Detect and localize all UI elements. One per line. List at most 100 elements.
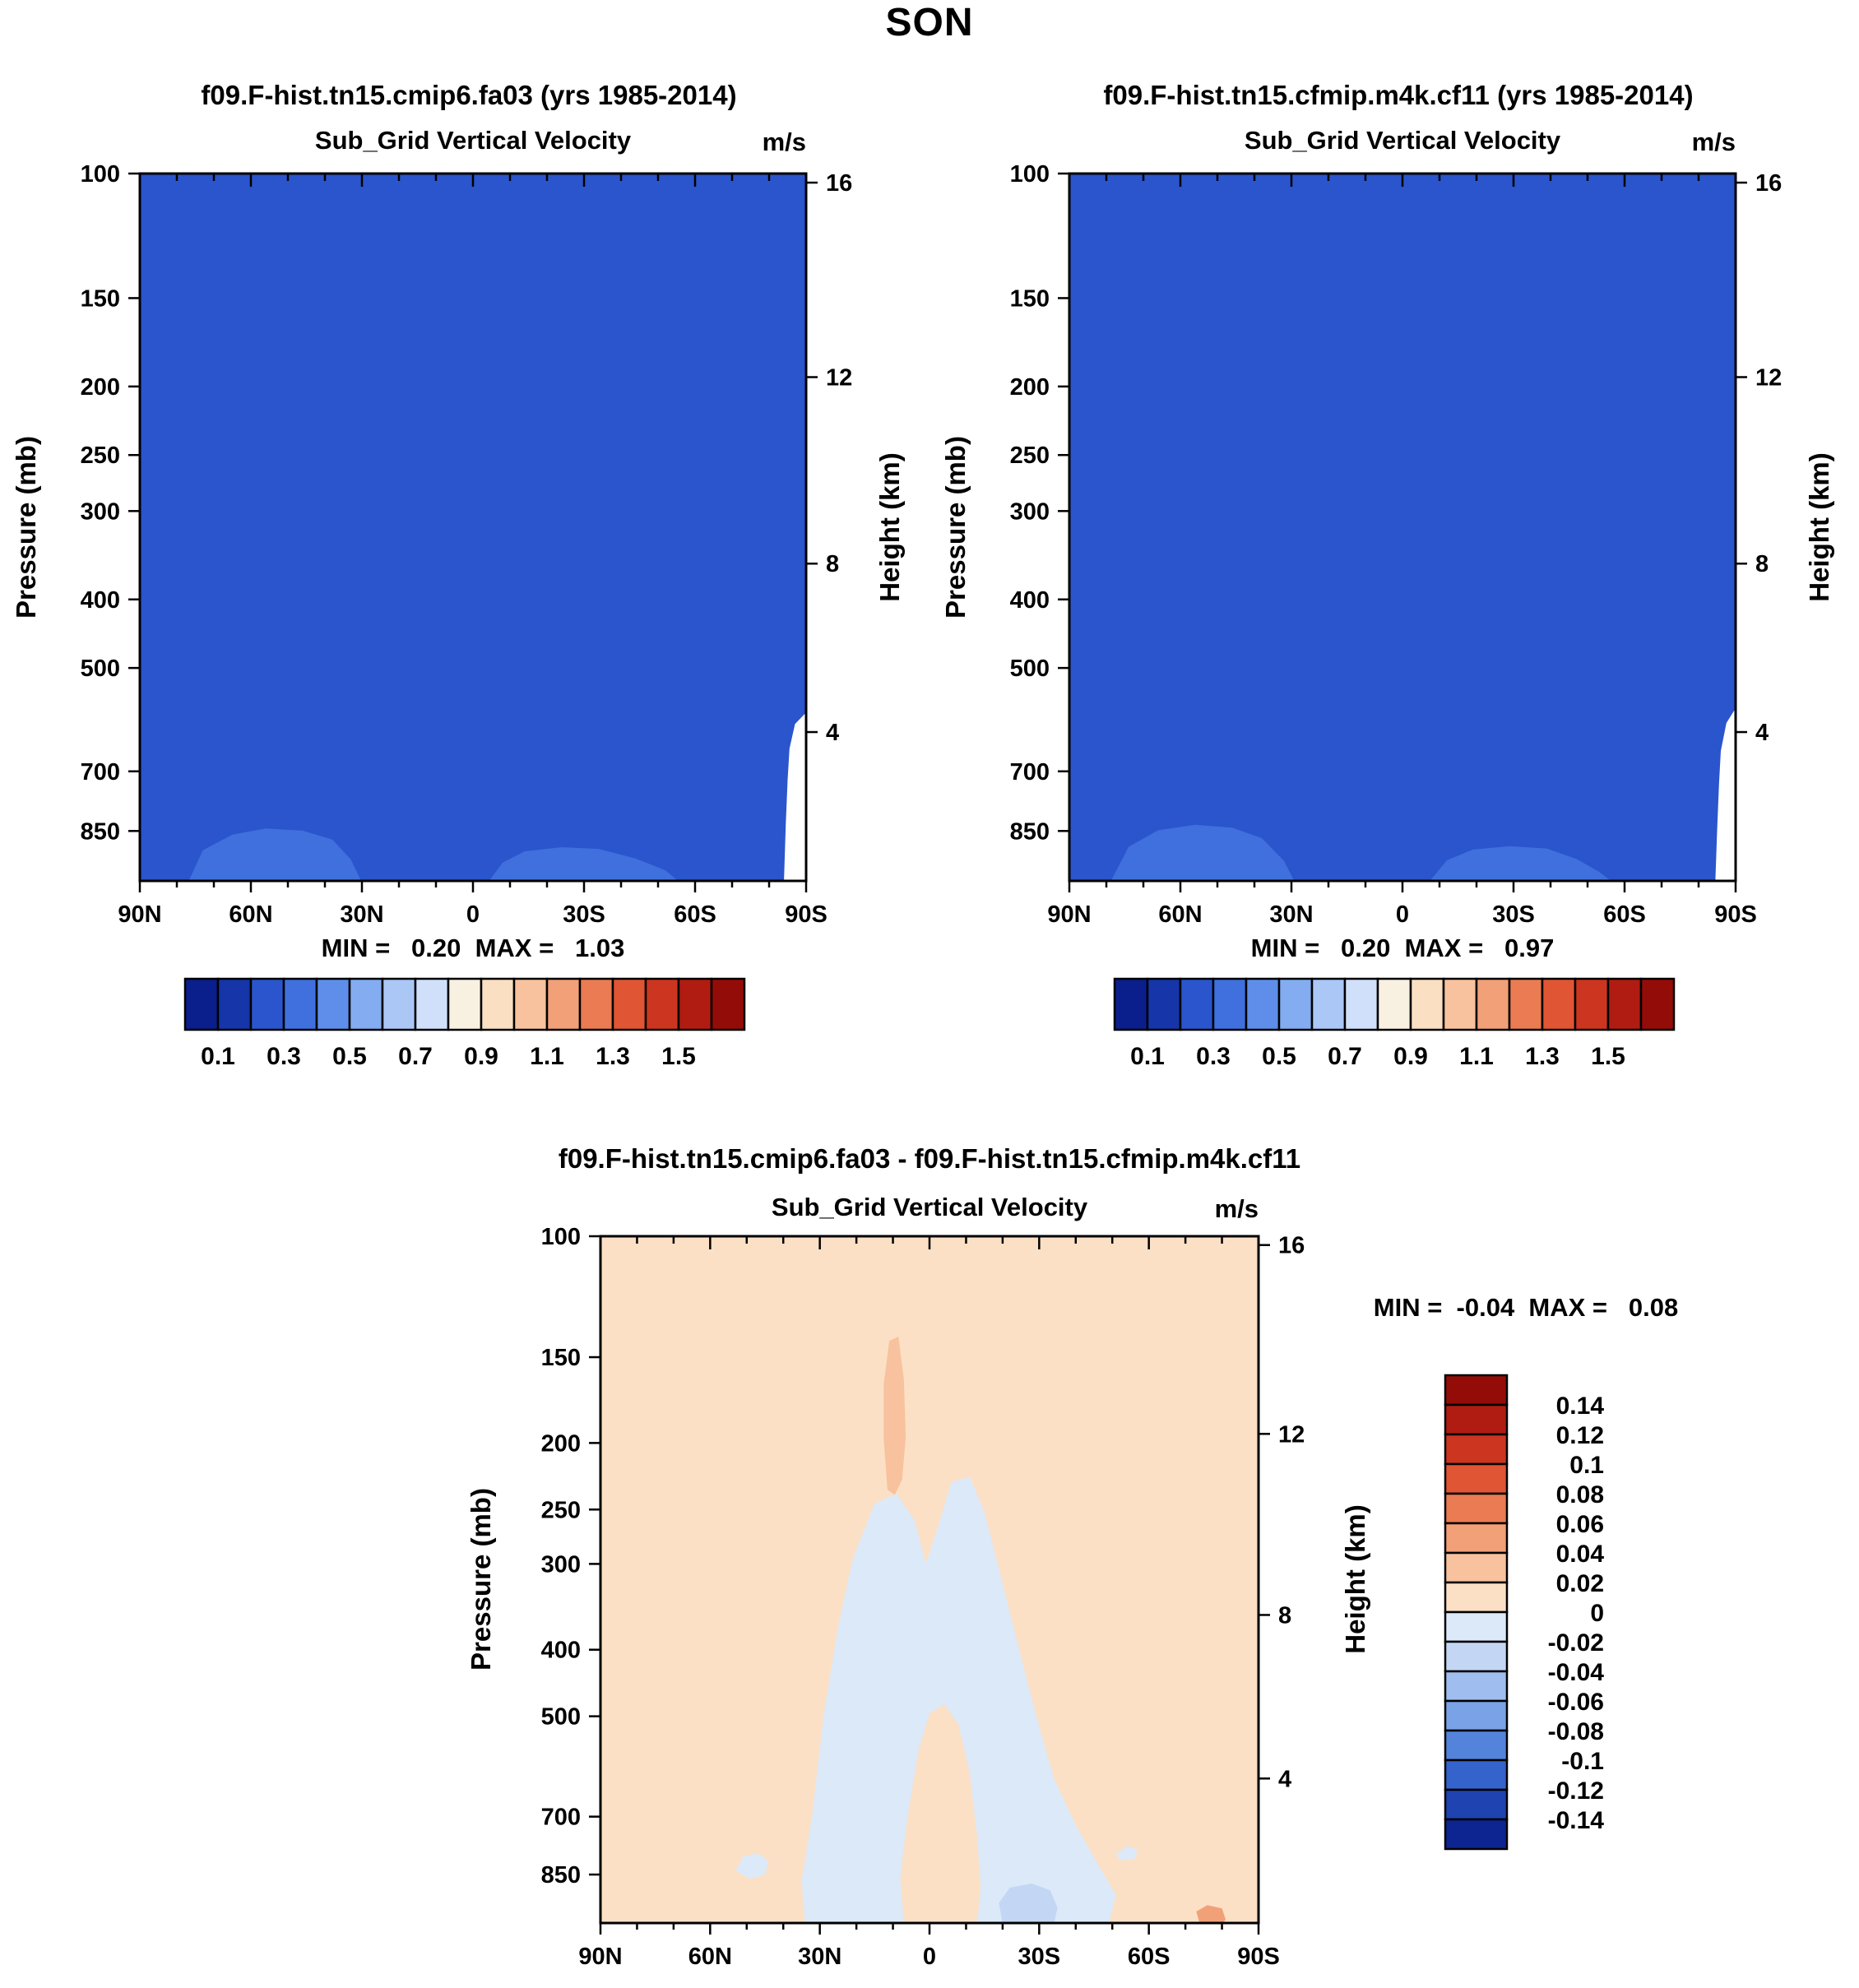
svg-text:500: 500 bbox=[1010, 656, 1050, 682]
svg-text:0.08: 0.08 bbox=[1556, 1481, 1604, 1508]
svg-text:300: 300 bbox=[541, 1551, 581, 1578]
svg-text:850: 850 bbox=[1010, 818, 1050, 845]
panel-a-units-label: m/s bbox=[762, 127, 806, 156]
svg-text:1.1: 1.1 bbox=[530, 1043, 564, 1070]
svg-text:150: 150 bbox=[81, 285, 120, 312]
panel-a-field-title: Sub_Grid Vertical Velocity bbox=[314, 126, 632, 155]
panel-diff-title: f09.F-hist.tn15.cmip6.fa03 - f09.F-hist.… bbox=[558, 1143, 1301, 1174]
panel-a-colorbar: 0.1 0.3 0.5 0.7 0.9 1.1 1.3 1.5 bbox=[183, 977, 746, 1070]
diff-region-lower-negative-patch bbox=[999, 1884, 1058, 1923]
left-region-pbl-north bbox=[188, 828, 361, 881]
svg-text:30S: 30S bbox=[1492, 901, 1535, 928]
svg-text:-0.1: -0.1 bbox=[1561, 1748, 1604, 1775]
right-base-fill bbox=[1069, 174, 1736, 881]
svg-text:0.06: 0.06 bbox=[1556, 1511, 1604, 1538]
svg-text:100: 100 bbox=[81, 161, 120, 188]
svg-text:60N: 60N bbox=[229, 901, 272, 928]
svg-text:30N: 30N bbox=[340, 901, 383, 928]
svg-text:700: 700 bbox=[541, 1805, 581, 1831]
svg-text:90N: 90N bbox=[578, 1944, 622, 1970]
svg-text:0.1: 0.1 bbox=[201, 1043, 235, 1070]
diff-region-negative-core bbox=[801, 1476, 1116, 1923]
svg-text:12: 12 bbox=[1755, 365, 1782, 392]
svg-text:-0.14: -0.14 bbox=[1548, 1807, 1605, 1834]
left-region-antarctic-gap bbox=[784, 712, 806, 881]
svg-text:250: 250 bbox=[1010, 443, 1050, 469]
panel-b-colorbar: 0.1 0.3 0.5 0.7 0.9 1.1 1.3 1.5 bbox=[1113, 977, 1676, 1070]
panel-diff-colorbar: 0.140.12 0.10.08 0.06 0.040.02 0-0.02-0.04 -0… bbox=[1444, 1374, 1605, 1851]
svg-text:4: 4 bbox=[1755, 720, 1769, 746]
svg-text:8: 8 bbox=[826, 551, 839, 577]
svg-text:60N: 60N bbox=[1158, 901, 1202, 928]
svg-text:0.02: 0.02 bbox=[1556, 1570, 1604, 1597]
panel-model-a: f09.F-hist.tn15.cmip6.fa03 (yrs 1985-201… bbox=[0, 45, 930, 1139]
svg-text:30S: 30S bbox=[563, 901, 605, 928]
diff-region-upper-positive-streak bbox=[883, 1337, 906, 1495]
svg-text:1.1: 1.1 bbox=[1459, 1043, 1494, 1070]
svg-text:300: 300 bbox=[81, 498, 120, 525]
diff-region-north-midlat-negative-spot bbox=[735, 1853, 769, 1879]
svg-text:60S: 60S bbox=[674, 901, 716, 928]
right-region-antarctic-gap bbox=[1715, 708, 1736, 881]
panel-diff-minmax: MIN = -0.04 MAX = 0.08 bbox=[1373, 1293, 1679, 1322]
svg-text:850: 850 bbox=[541, 1862, 581, 1888]
panel-a-minmax: MIN = 0.20 MAX = 1.03 bbox=[321, 934, 625, 962]
svg-text:0: 0 bbox=[1396, 901, 1409, 928]
svg-text:30S: 30S bbox=[1018, 1944, 1061, 1970]
svg-text:1.3: 1.3 bbox=[596, 1043, 630, 1070]
season-title: SON bbox=[885, 1, 974, 44]
svg-text:500: 500 bbox=[81, 656, 120, 682]
left-plot-area: 90N 60N 30N 0 30S 60S 90S 100 150 200 250 300 400 500… bbox=[81, 161, 853, 928]
svg-text:12: 12 bbox=[826, 365, 852, 392]
panel-difference: f09.F-hist.tn15.cmip6.fa03 - f09.F-hist.… bbox=[0, 1143, 1859, 1988]
svg-text:-0.02: -0.02 bbox=[1548, 1629, 1604, 1657]
svg-text:-0.08: -0.08 bbox=[1548, 1718, 1604, 1745]
svg-text:250: 250 bbox=[81, 443, 120, 469]
svg-text:8: 8 bbox=[1278, 1602, 1291, 1629]
svg-text:30N: 30N bbox=[1269, 901, 1313, 928]
svg-text:500: 500 bbox=[541, 1704, 581, 1731]
diff-plot-area: 90N 60N 30N 0 30S 60S 90S 100 150 200 250 300 400 500… bbox=[541, 1224, 1305, 1970]
svg-text:850: 850 bbox=[81, 818, 120, 845]
svg-text:0.1: 0.1 bbox=[1130, 1043, 1165, 1070]
svg-text:0.1: 0.1 bbox=[1569, 1452, 1604, 1479]
svg-text:60S: 60S bbox=[1603, 901, 1646, 928]
svg-text:60S: 60S bbox=[1128, 1944, 1171, 1970]
svg-text:60N: 60N bbox=[688, 1944, 732, 1970]
svg-text:0.12: 0.12 bbox=[1556, 1422, 1604, 1449]
svg-text:0.04: 0.04 bbox=[1556, 1541, 1605, 1568]
svg-text:0.5: 0.5 bbox=[332, 1043, 367, 1070]
diff-region-equatorial-positive-tongue bbox=[900, 1703, 981, 1923]
svg-text:400: 400 bbox=[541, 1638, 581, 1664]
svg-text:0.3: 0.3 bbox=[1196, 1043, 1231, 1070]
panel-b-title: f09.F-hist.tn15.cfmip.m4k.cf11 (yrs 1985… bbox=[1103, 80, 1694, 110]
svg-text:0: 0 bbox=[466, 901, 480, 928]
svg-text:0.14: 0.14 bbox=[1556, 1393, 1605, 1420]
panel-b-field-title: Sub_Grid Vertical Velocity bbox=[1244, 126, 1561, 155]
svg-text:30N: 30N bbox=[798, 1944, 841, 1970]
svg-text:-0.04: -0.04 bbox=[1548, 1659, 1605, 1686]
right-region-pbl-north bbox=[1110, 824, 1295, 881]
diff-region-south-midlat-negative-spot bbox=[1115, 1846, 1138, 1861]
panel-a-contour-plot: 90N 60N 30N 0 30S 60S 90S 100 150 200 250 300 400 500… bbox=[81, 161, 853, 928]
svg-text:-0.06: -0.06 bbox=[1548, 1689, 1604, 1716]
panel-a-title: f09.F-hist.tn15.cmip6.fa03 (yrs 1985-201… bbox=[201, 80, 737, 110]
svg-text:150: 150 bbox=[541, 1345, 581, 1371]
svg-text:90S: 90S bbox=[1714, 901, 1757, 928]
panel-diff-contour-plot: 90N 60N 30N 0 30S 60S 90S 100 150 200 250 300 400 500… bbox=[541, 1224, 1305, 1970]
svg-text:90S: 90S bbox=[1237, 1944, 1280, 1970]
svg-text:0.9: 0.9 bbox=[464, 1043, 498, 1070]
left-region-pbl-south bbox=[489, 847, 679, 881]
panel-b-units-label: m/s bbox=[1691, 127, 1736, 156]
svg-text:0: 0 bbox=[1590, 1600, 1604, 1627]
svg-text:0.5: 0.5 bbox=[1262, 1043, 1296, 1070]
svg-text:0.7: 0.7 bbox=[398, 1043, 433, 1070]
svg-text:400: 400 bbox=[81, 587, 120, 614]
right-region-pbl-south bbox=[1430, 846, 1611, 881]
svg-text:-0.12: -0.12 bbox=[1548, 1777, 1604, 1805]
svg-text:200: 200 bbox=[81, 374, 120, 401]
diff-region-southeast-positive-spot bbox=[1196, 1905, 1226, 1923]
svg-text:8: 8 bbox=[1755, 551, 1769, 577]
svg-text:0.9: 0.9 bbox=[1393, 1043, 1428, 1070]
